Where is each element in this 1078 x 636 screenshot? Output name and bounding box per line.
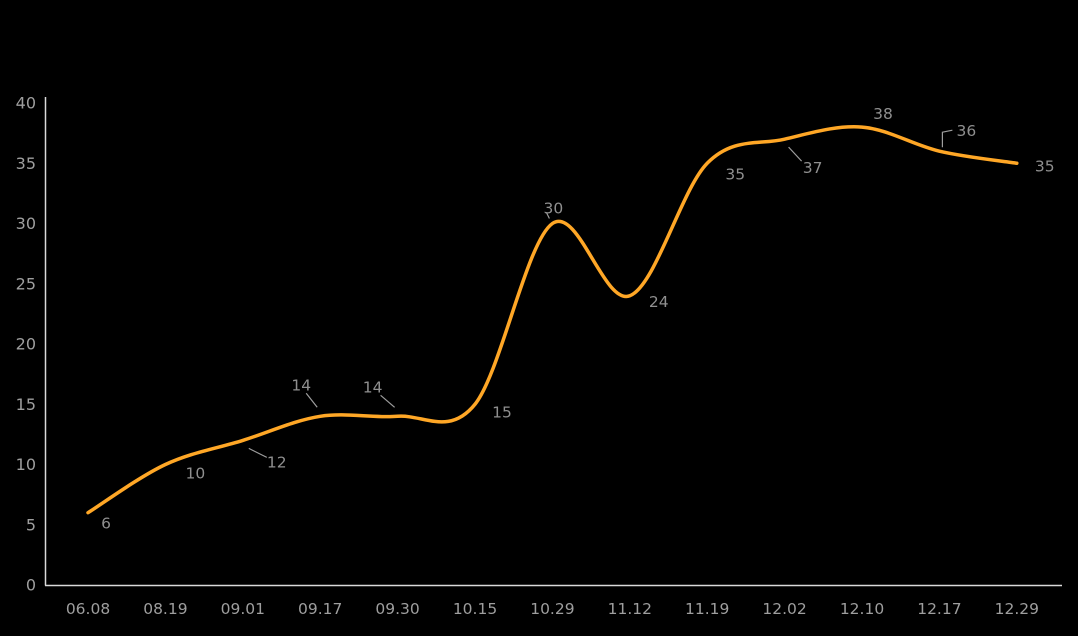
data-label: 6 — [101, 515, 111, 533]
data-label-leader-line — [248, 447, 268, 458]
x-tick-label: 12.02 — [762, 600, 806, 618]
x-tick-label: 11.12 — [608, 600, 652, 618]
y-tick-label: 25 — [16, 274, 36, 293]
y-tick-label: 40 — [16, 94, 36, 113]
data-label: 37 — [803, 159, 823, 177]
y-tick-label: 35 — [16, 154, 36, 173]
data-label: 30 — [544, 200, 564, 218]
x-tick-label: 09.01 — [221, 600, 265, 618]
data-label: 12 — [267, 453, 287, 471]
data-label: 35 — [725, 165, 745, 183]
data-label: 14 — [291, 376, 311, 394]
y-tick-label: 5 — [26, 515, 36, 534]
data-label-leader-line — [788, 146, 803, 162]
data-label: 15 — [492, 403, 512, 421]
data-label: 10 — [186, 465, 206, 483]
data-label-leader-line — [380, 394, 395, 408]
x-tick-label: 12.10 — [840, 600, 884, 618]
x-tick-label: 12.17 — [917, 600, 961, 618]
data-label: 35 — [1035, 157, 1055, 175]
y-tick-label: 30 — [16, 214, 36, 233]
y-tick-label: 20 — [16, 335, 36, 354]
y-tick-label: 15 — [16, 395, 36, 414]
data-label-leader-line — [305, 392, 318, 408]
y-tick-label: 10 — [16, 455, 36, 474]
data-label: 38 — [873, 105, 893, 123]
x-tick-label: 08.19 — [143, 600, 187, 618]
x-tick-label: 12.29 — [995, 600, 1039, 618]
x-tick-label: 10.29 — [530, 600, 574, 618]
x-tick-label: 09.30 — [375, 600, 419, 618]
data-label-leader-line — [941, 129, 953, 148]
x-tick-label: 06.08 — [66, 600, 110, 618]
x-tick-label: 10.15 — [453, 600, 497, 618]
data-label-leader-line — [545, 212, 550, 219]
y-tick-label: 0 — [26, 576, 36, 595]
data-label: 24 — [649, 293, 669, 311]
x-tick-label: 11.19 — [685, 600, 729, 618]
data-label: 14 — [363, 378, 383, 396]
series-line — [86, 125, 1019, 515]
data-label: 36 — [957, 122, 977, 140]
x-tick-label: 09.17 — [298, 600, 342, 618]
